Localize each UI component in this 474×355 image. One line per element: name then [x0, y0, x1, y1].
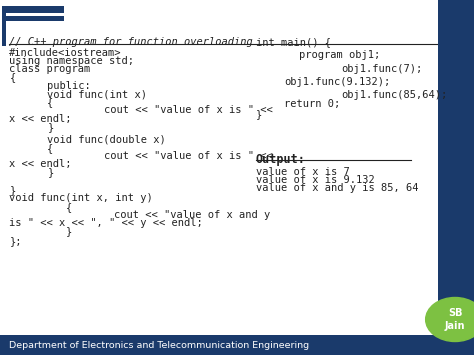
- FancyBboxPatch shape: [2, 6, 64, 13]
- FancyBboxPatch shape: [438, 0, 474, 335]
- Text: value of x and y is 85, 64: value of x and y is 85, 64: [256, 183, 419, 193]
- Text: x << endl;: x << endl;: [9, 114, 72, 124]
- Text: value of x is 7: value of x is 7: [256, 167, 350, 177]
- Text: cout << "value of x is " <<: cout << "value of x is " <<: [104, 151, 273, 161]
- Circle shape: [426, 297, 474, 342]
- Text: {: {: [66, 202, 73, 212]
- Text: }: }: [47, 122, 54, 132]
- Text: SB
Jain: SB Jain: [445, 308, 465, 331]
- Text: void func(double x): void func(double x): [47, 135, 166, 145]
- Text: Output:: Output:: [256, 153, 306, 166]
- Text: program obj1;: program obj1;: [299, 50, 380, 60]
- Text: obj1.func(85,64);: obj1.func(85,64);: [341, 90, 447, 100]
- Text: is " << x << ", " << y << endl;: is " << x << ", " << y << endl;: [9, 218, 203, 228]
- Text: x << endl;: x << endl;: [9, 159, 72, 169]
- FancyBboxPatch shape: [2, 16, 64, 21]
- Text: }: }: [47, 168, 54, 178]
- Text: cout << "value of x is " <<: cout << "value of x is " <<: [104, 105, 273, 115]
- Text: obj1.func(9.132);: obj1.func(9.132);: [284, 77, 391, 87]
- Text: void func(int x): void func(int x): [47, 89, 147, 99]
- Text: {: {: [9, 72, 16, 82]
- Text: value of x is 9.132: value of x is 9.132: [256, 175, 375, 185]
- Text: void func(int x, int y): void func(int x, int y): [9, 193, 153, 203]
- FancyBboxPatch shape: [0, 335, 474, 355]
- Text: };: };: [9, 236, 22, 246]
- Text: }: }: [9, 185, 16, 195]
- Text: return 0;: return 0;: [284, 99, 341, 109]
- Text: }: }: [256, 109, 262, 119]
- Text: Department of Electronics and Telecommunication Engineering: Department of Electronics and Telecommun…: [9, 340, 310, 350]
- FancyBboxPatch shape: [2, 12, 6, 46]
- Text: class program: class program: [9, 64, 91, 74]
- Text: cout << "value of x and y: cout << "value of x and y: [114, 210, 270, 220]
- Text: // C++ program for function overloading: // C++ program for function overloading: [9, 37, 253, 47]
- Text: }: }: [66, 226, 73, 236]
- Text: using namespace std;: using namespace std;: [9, 56, 135, 66]
- Text: obj1.func(7);: obj1.func(7);: [341, 64, 422, 73]
- Text: int main() {: int main() {: [256, 37, 331, 47]
- Text: {: {: [47, 143, 54, 153]
- Text: #include<iostream>: #include<iostream>: [9, 48, 122, 58]
- Text: public:: public:: [47, 81, 91, 91]
- Text: {: {: [47, 97, 54, 107]
